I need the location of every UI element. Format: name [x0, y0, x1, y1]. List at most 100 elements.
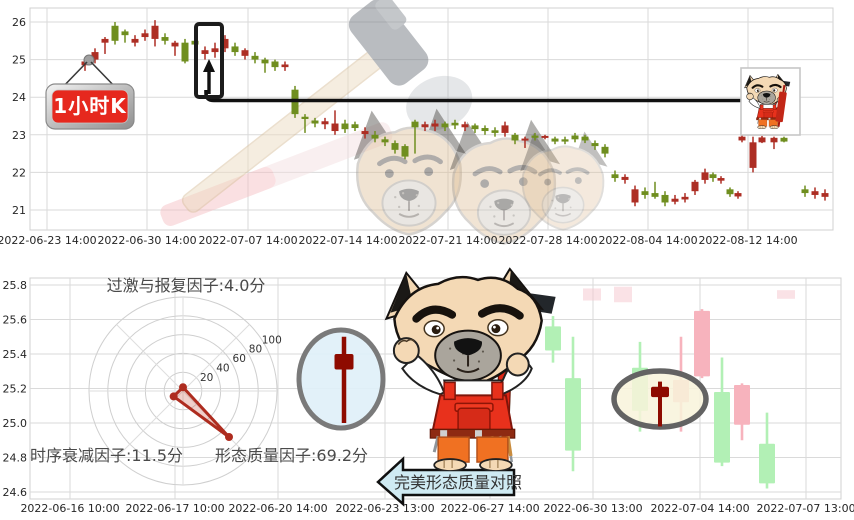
- candle-body: [521, 138, 529, 141]
- candle-body: [201, 50, 209, 54]
- perfect-pattern-ellipse: [296, 327, 386, 431]
- candle-body: [321, 121, 329, 125]
- radar-label-bottom-right: 形态质量因子:69.2分: [215, 446, 368, 465]
- x-tick-label: 2022-06-23 14:00: [0, 234, 97, 247]
- x-tick-label: 2022-07-21 14:00: [398, 234, 497, 247]
- candle-body: [251, 55, 259, 60]
- y-tick-label: 22: [12, 166, 26, 179]
- candle-body: [811, 191, 819, 195]
- candle-body: [561, 139, 569, 142]
- candle-body: [621, 176, 629, 180]
- candle-body: [341, 123, 349, 130]
- pattern-candle-body: [334, 354, 354, 370]
- candle-body: [770, 137, 778, 143]
- y-tick-label: 21: [12, 204, 26, 217]
- candle-body: [717, 178, 725, 181]
- candle-body: [331, 123, 339, 132]
- candle-body: [411, 121, 419, 128]
- candle-body: [681, 196, 689, 200]
- candle-body: [714, 391, 730, 463]
- candle-body: [758, 137, 766, 143]
- watermarks: [160, 0, 608, 244]
- x-tick-label: 2022-07-07 14:00: [198, 234, 297, 247]
- top-grid: [29, 7, 834, 231]
- candle-body: [759, 443, 775, 484]
- candle-body: [121, 31, 129, 36]
- candle-body: [301, 116, 309, 120]
- ghost-candle: [614, 286, 632, 303]
- candle-body: [481, 128, 489, 132]
- hammer-pattern-candles: [334, 336, 669, 427]
- pattern-annotation: [194, 22, 741, 103]
- candle-body: [371, 134, 379, 139]
- x-tick-label: 2022-07-28 14:00: [498, 234, 597, 247]
- held-candle-icon: [775, 84, 787, 127]
- x-tick-label: 2022-08-12 14:00: [698, 234, 797, 247]
- radar-ring-label: 80: [249, 344, 262, 356]
- radar-vertex: [169, 392, 178, 401]
- candle-body: [421, 124, 429, 128]
- candle-body: [161, 37, 169, 41]
- candle-body: [461, 124, 469, 128]
- radar-ring-label: 60: [233, 353, 246, 365]
- sign-plate: [51, 89, 129, 124]
- candle-body: [141, 33, 149, 38]
- radar-vertex: [179, 383, 187, 392]
- candle-body: [441, 123, 449, 128]
- candle-body: [471, 125, 479, 130]
- candle-body: [101, 38, 109, 43]
- radar-ring-label: 40: [216, 362, 229, 374]
- candle-body: [501, 125, 509, 133]
- candle-body: [151, 25, 159, 39]
- candle-body: [821, 193, 829, 197]
- candle-body: [691, 181, 699, 192]
- bottom-candles-front: [694, 290, 795, 489]
- watermark-dog-face-icon: [354, 109, 466, 235]
- y-tick-label: 25: [12, 54, 26, 67]
- y-tick-label: 25.6: [3, 314, 28, 327]
- candle-body: [241, 50, 249, 56]
- x-tick-label: 2022-07-04 14:00: [650, 502, 749, 515]
- candle-body: [734, 193, 742, 197]
- candle-body: [734, 385, 750, 425]
- y-tick-label: 24.8: [3, 452, 28, 465]
- candle-body: [131, 38, 139, 43]
- pattern-arrow-head: [203, 59, 215, 72]
- watermark-hammer-icon: [160, 75, 473, 226]
- candle-body: [661, 194, 669, 203]
- pattern-highlight-box: [194, 22, 224, 99]
- candle-body: [111, 25, 119, 41]
- radar-spoke: [116, 390, 184, 458]
- y-tick-label: 25.8: [3, 279, 28, 292]
- radar-ring-label: 20: [200, 372, 213, 384]
- candle-body: [541, 135, 549, 138]
- mascot-dog-large: [386, 269, 555, 471]
- candle-body: [91, 52, 99, 60]
- y-tick-label: 26: [12, 16, 26, 29]
- pattern-candle-body: [651, 386, 669, 398]
- candle-body: [641, 191, 649, 195]
- candle-body: [591, 143, 599, 147]
- candle-body: [701, 172, 709, 180]
- candle-body: [651, 193, 659, 197]
- candle-body: [401, 146, 409, 157]
- timeframe-sign: 1小时K: [45, 54, 135, 130]
- radar-polygon: [172, 385, 231, 439]
- candle-body: [351, 124, 359, 129]
- candle-body: [780, 137, 788, 142]
- timeframe-badge: 1小时K: [53, 94, 127, 118]
- radar-spoke: [116, 324, 184, 392]
- candle-body: [726, 189, 734, 195]
- y-tick-label: 25.2: [3, 383, 28, 396]
- pattern-link-line: [204, 90, 741, 103]
- candle-body: [531, 135, 539, 138]
- radar-label-top: 过激与报复因子:4.0分: [107, 276, 266, 295]
- radar-label-bottom-left: 时序衰减因子:11.5分: [30, 446, 183, 465]
- x-tick-label: 2022-06-20 14:00: [228, 502, 327, 515]
- candle-body: [451, 122, 459, 126]
- plot-frame: [29, 7, 834, 231]
- callout-arrow-shape: [376, 456, 516, 507]
